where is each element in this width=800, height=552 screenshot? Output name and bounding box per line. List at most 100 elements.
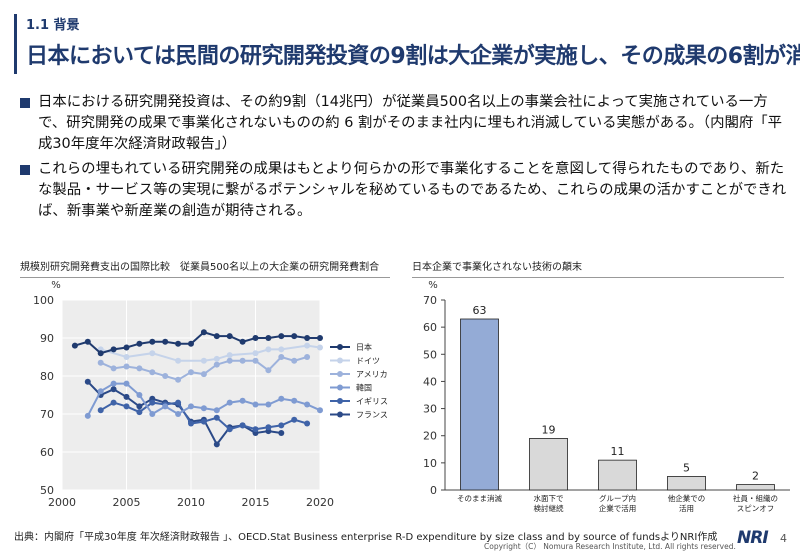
category-label: そのまま消滅: [457, 493, 502, 503]
data-point: [175, 376, 182, 383]
legend-label: アメリカ: [356, 370, 388, 379]
data-point: [162, 403, 169, 410]
data-point: [304, 335, 311, 341]
data-point: [97, 359, 104, 366]
data-point: [149, 369, 156, 376]
x-tick-label: 2015: [242, 496, 270, 509]
data-point: [200, 405, 207, 412]
data-point: [136, 403, 143, 410]
category-label: 企業で活用: [599, 503, 637, 513]
bar: [460, 318, 499, 491]
y-tick-label: 50: [40, 484, 54, 497]
data-point: [84, 412, 91, 419]
y-tick-label: 30: [423, 403, 437, 416]
data-point: [71, 342, 78, 349]
data-point: [278, 354, 285, 360]
data-point: [265, 335, 272, 341]
bar-value-label: 11: [611, 445, 625, 458]
data-point: [97, 350, 104, 357]
data-point: [252, 401, 259, 408]
data-point: [188, 340, 194, 347]
legend-swatch-marker: [337, 384, 343, 391]
data-point: [97, 388, 104, 395]
data-point: [239, 338, 246, 345]
bar: [598, 459, 637, 491]
category-label: 他企業での: [668, 493, 706, 503]
right-chart-title-rule: [412, 277, 784, 278]
y-tick-label: 100: [33, 294, 54, 307]
data-point: [278, 395, 285, 402]
data-point: [175, 399, 182, 406]
legend-label: 日本: [356, 342, 372, 352]
data-point: [110, 399, 117, 406]
data-point: [291, 416, 298, 423]
data-point: [278, 422, 285, 429]
bar: [736, 484, 775, 491]
data-point: [110, 346, 117, 353]
data-point: [136, 365, 143, 372]
data-point: [200, 329, 207, 336]
x-tick-label: 2005: [113, 496, 141, 509]
data-point: [175, 340, 182, 347]
copyright-notice: Copyright（C） Nomura Research Institute, …: [484, 542, 736, 551]
series-line: [100, 344, 321, 362]
y-tick-label: 70: [40, 408, 54, 421]
bullet-list: 日本における研究開発投資は、その約9割（14兆円）が従業員500名以上の事業会社…: [20, 92, 788, 226]
legend-label: 韓国: [356, 383, 372, 393]
data-point: [317, 407, 323, 414]
data-point: [213, 414, 220, 421]
page-number: 4: [780, 532, 787, 545]
bullet-text: 日本における研究開発投資は、その約9割（14兆円）が従業員500名以上の事業会社…: [38, 94, 783, 152]
section-accent-bar: [14, 14, 17, 74]
data-point: [278, 430, 285, 436]
data-point: [188, 369, 194, 376]
x-tick-label: 2020: [306, 496, 334, 509]
data-point: [123, 354, 130, 360]
bar-value-label: 19: [542, 423, 556, 436]
y-tick-label: 70: [423, 294, 437, 307]
data-point: [239, 397, 246, 404]
legend-swatch-marker: [337, 357, 343, 364]
category-label: 社員・組織の: [733, 493, 778, 503]
y-tick-label: 80: [40, 370, 54, 383]
legend-label: フランス: [356, 411, 388, 420]
data-point: [149, 411, 156, 417]
data-point: [226, 352, 233, 359]
source-note: 出典：内閣府「平成30年度 年次経済財政報告 」、OECD.Stat Busin…: [14, 532, 718, 543]
y-tick-label: 60: [40, 446, 54, 459]
legend-label: ドイツ: [356, 357, 380, 366]
bar-value-label: 63: [473, 304, 487, 317]
x-tick-label: 2000: [48, 496, 76, 509]
data-point: [239, 357, 246, 364]
data-point: [252, 350, 259, 357]
legend-label: イギリス: [356, 397, 388, 406]
data-point: [239, 422, 246, 429]
bullet-square-icon: [20, 98, 30, 108]
data-point: [123, 344, 130, 351]
data-point: [123, 393, 130, 400]
category-label: 水面下で: [534, 493, 564, 503]
data-point: [110, 365, 117, 372]
bullet-square-icon: [20, 165, 30, 175]
y-tick-label: 90: [40, 332, 54, 345]
data-point: [213, 441, 220, 448]
data-point: [291, 333, 298, 340]
data-point: [149, 350, 156, 357]
data-point: [317, 335, 323, 341]
left-chart-title: 規模別研究開発費支出の国際比較 従業員500名以上の大企業の研究開発費割合: [20, 258, 390, 278]
data-point: [265, 367, 272, 374]
bullet-text: これらの埋もれている研究開発の成果はもとより何らかの形で事業化することを意図して…: [38, 161, 787, 219]
data-point: [213, 361, 220, 368]
data-point: [110, 380, 117, 387]
data-point: [252, 426, 259, 433]
page-title: 日本においては民間の研究開発投資の9割は大企業が実施し、その成果の6割が消滅: [26, 44, 800, 69]
bar-value-label: 5: [683, 461, 690, 474]
data-point: [304, 401, 311, 408]
data-point: [123, 403, 130, 410]
legend-swatch-marker: [337, 411, 343, 418]
y-tick-label: 40: [423, 375, 437, 388]
data-point: [213, 333, 220, 340]
data-point: [291, 397, 298, 404]
data-point: [200, 418, 207, 425]
data-point: [188, 420, 194, 427]
